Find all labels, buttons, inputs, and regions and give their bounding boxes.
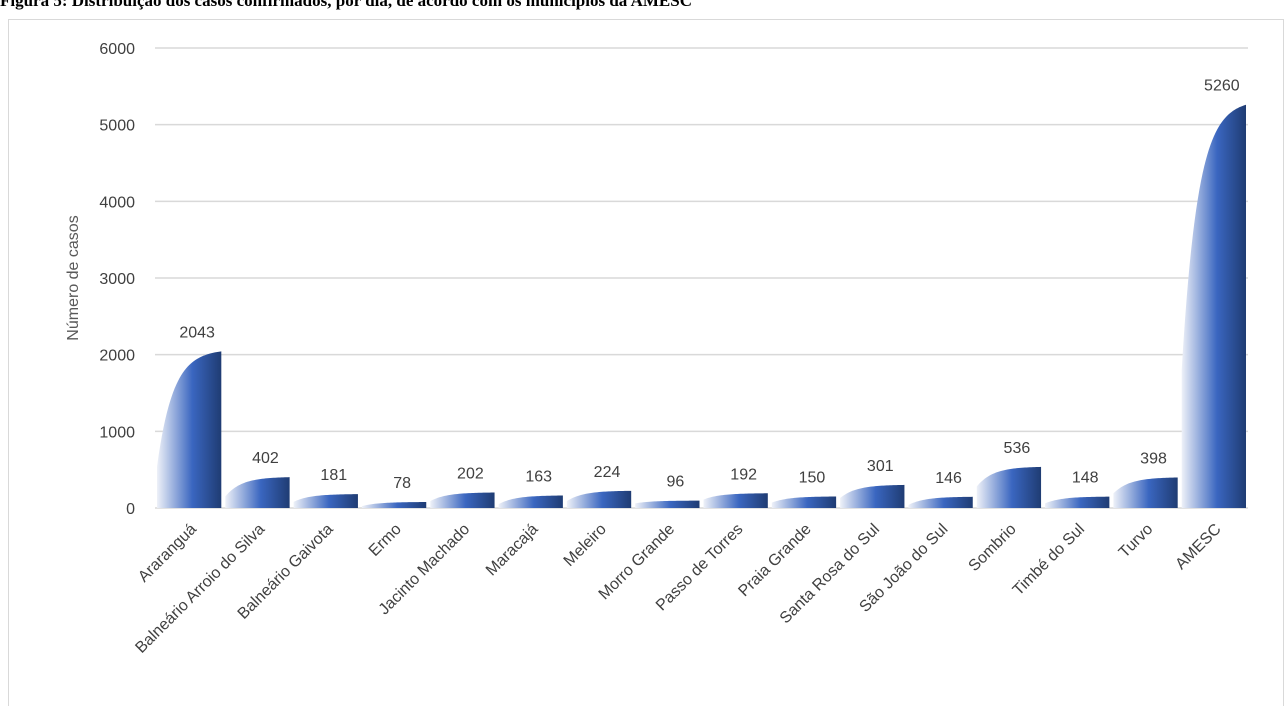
area-meleiro bbox=[566, 490, 632, 508]
data-label: 78 bbox=[393, 475, 411, 492]
data-label: 192 bbox=[730, 466, 757, 483]
data-labels: 2043 402 181 78 202 163 224 96 192 150 301 146 536 14… bbox=[179, 78, 1239, 492]
series-areas bbox=[157, 104, 1246, 508]
x-tick-label: Timbé do Sul bbox=[1010, 521, 1088, 599]
data-label: 150 bbox=[799, 470, 826, 487]
area-s-o-jo-o-do-sul bbox=[908, 496, 973, 508]
data-label: 224 bbox=[594, 464, 621, 481]
y-tick-label: 6000 bbox=[99, 41, 135, 58]
chart-frame bbox=[8, 19, 1284, 706]
area-passo-de-torres bbox=[703, 493, 768, 508]
data-label: 163 bbox=[525, 469, 552, 486]
gridlines bbox=[155, 47, 1248, 509]
area-amesc bbox=[1181, 104, 1246, 508]
area-turvo bbox=[1113, 477, 1178, 508]
y-tick-label: 1000 bbox=[99, 424, 135, 441]
y-tick-label: 4000 bbox=[99, 194, 135, 211]
x-tick-label: Balneário Arroio do Silva bbox=[132, 521, 268, 657]
area-maracaj- bbox=[498, 495, 563, 508]
area-balne-rio-arroio-do-silva bbox=[225, 477, 290, 508]
x-tick-label: Meleiro bbox=[561, 521, 610, 570]
area-sombrio bbox=[976, 466, 1042, 508]
area-santa-rosa-do-sul bbox=[840, 484, 905, 508]
data-label: 202 bbox=[457, 466, 484, 483]
x-tick-label: Ermo bbox=[366, 521, 405, 560]
y-tick-label: 3000 bbox=[99, 271, 135, 288]
area-balne-rio-gaivota bbox=[293, 494, 358, 508]
y-tick-label: 0 bbox=[126, 501, 135, 518]
area-jacinto-machado bbox=[430, 492, 495, 508]
data-label: 146 bbox=[935, 470, 962, 487]
area-ermo bbox=[361, 502, 427, 508]
data-label: 181 bbox=[320, 467, 347, 484]
figure-title: Figura 5: Distribuição dos casos confirm… bbox=[0, 0, 693, 10]
x-tick-label: Araranguá bbox=[135, 521, 200, 586]
x-tick-label: Turvo bbox=[1116, 521, 1157, 562]
y-tick-label: 5000 bbox=[99, 118, 135, 135]
data-label: 398 bbox=[1140, 450, 1167, 467]
data-label: 402 bbox=[252, 450, 279, 467]
data-label: 536 bbox=[1004, 440, 1031, 457]
x-tick-label: Sombrio bbox=[966, 521, 1020, 575]
area-praia-grande bbox=[771, 496, 837, 508]
area-ararangu- bbox=[157, 351, 222, 508]
data-label: 5260 bbox=[1204, 78, 1240, 95]
area-timb-do-sul bbox=[1045, 496, 1110, 508]
y-axis-label: Número de casos bbox=[65, 215, 82, 340]
x-tick-label: AMESC bbox=[1172, 521, 1224, 573]
data-label: 2043 bbox=[179, 324, 215, 341]
x-tick-label: Maracajá bbox=[483, 521, 542, 580]
y-axis-ticks: 0 1000 2000 3000 4000 5000 6000 bbox=[99, 41, 135, 518]
data-label: 148 bbox=[1072, 470, 1099, 487]
area-morro-grande bbox=[635, 500, 700, 508]
y-tick-label: 2000 bbox=[99, 348, 135, 365]
data-label: 301 bbox=[867, 458, 894, 475]
data-label: 96 bbox=[666, 474, 684, 491]
